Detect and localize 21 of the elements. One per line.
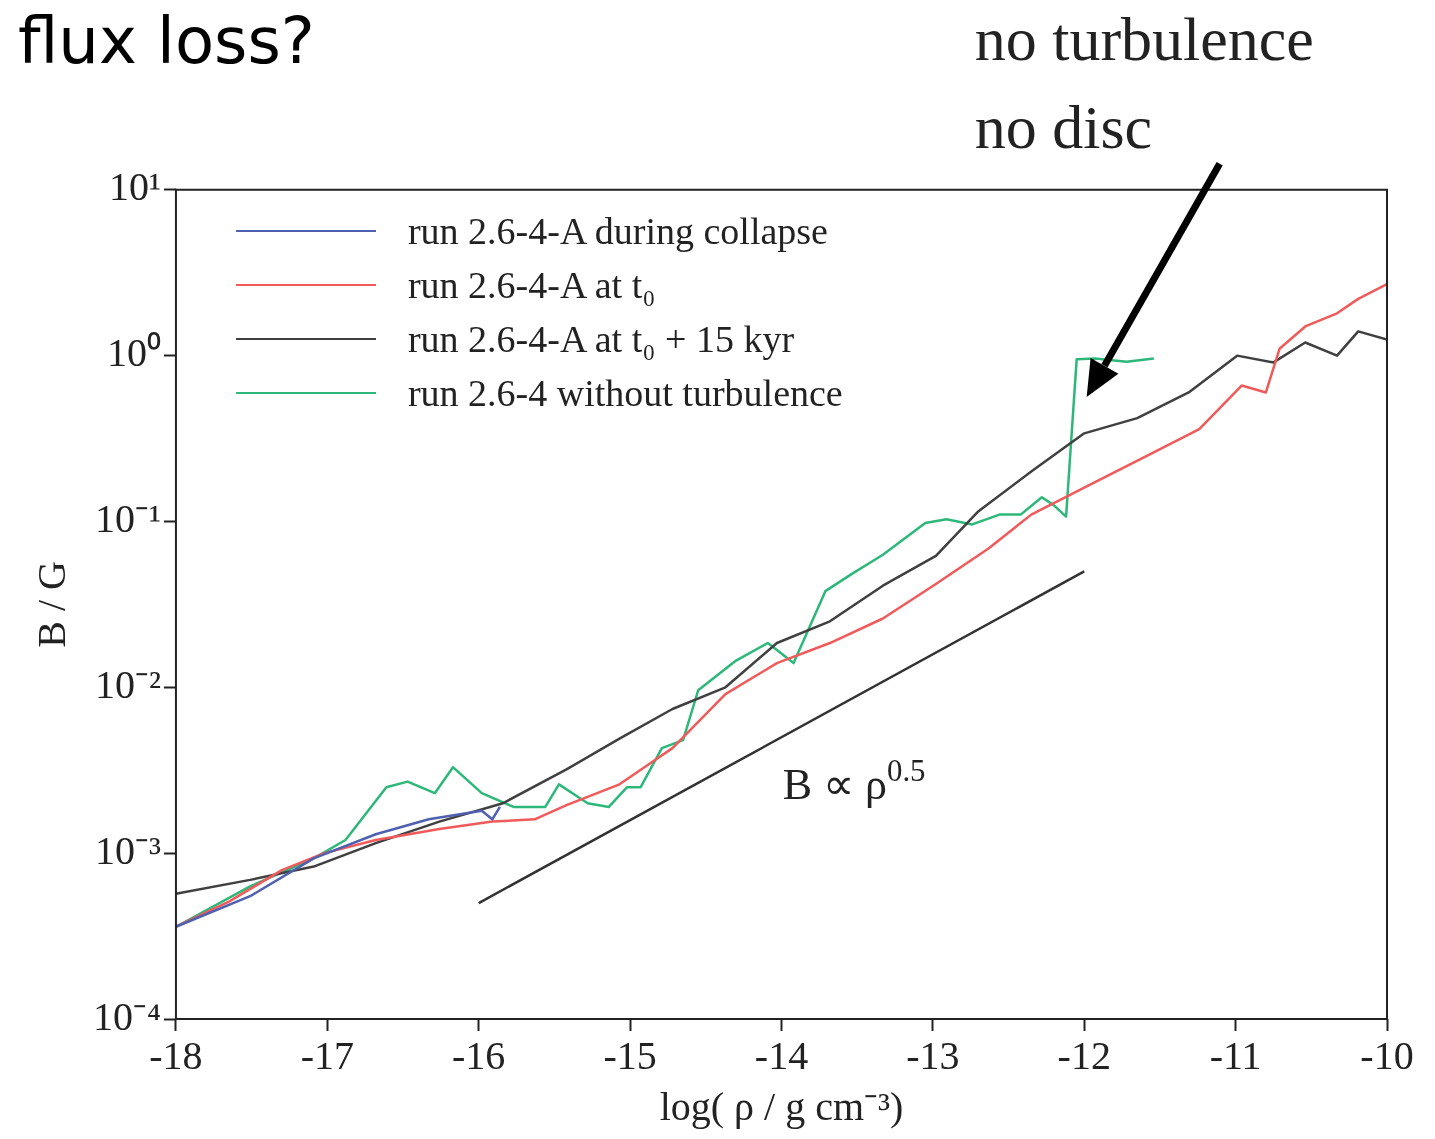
x-tick-label: -16 <box>452 1032 506 1078</box>
y-tick-label: 10⁻³ <box>94 827 161 873</box>
legend-label: run 2.6-4-A at t₀ + 15 kyr <box>407 316 795 362</box>
x-axis-title: log( ρ / g cm⁻³) <box>659 1083 904 1129</box>
x-tick-label: -13 <box>906 1032 960 1078</box>
x-tick-label: -15 <box>603 1032 657 1078</box>
y-tick-label: 10⁰ <box>106 330 161 376</box>
x-tick-label: -17 <box>300 1032 354 1078</box>
legend-label: run 2.6-4-A at t₀ <box>407 262 656 308</box>
legend-label: run 2.6-4 without turbulence <box>407 370 843 416</box>
x-tick-label: -14 <box>754 1032 809 1078</box>
y-tick-label: 10⁻¹ <box>94 495 161 541</box>
x-tick-label: -12 <box>1057 1032 1111 1078</box>
legend-label: run 2.6-4-A during collapse <box>407 208 828 254</box>
text: no turbulence no disc <box>974 4 1314 161</box>
x-tick-label: -11 <box>1209 1032 1262 1078</box>
y-tick-label: 10¹ <box>108 164 161 210</box>
x-tick-label: -10 <box>1360 1032 1414 1078</box>
chart-title: flux loss? <box>18 4 315 79</box>
y-tick-label: 10⁻² <box>94 661 161 707</box>
y-axis-title: B / G <box>28 561 74 648</box>
